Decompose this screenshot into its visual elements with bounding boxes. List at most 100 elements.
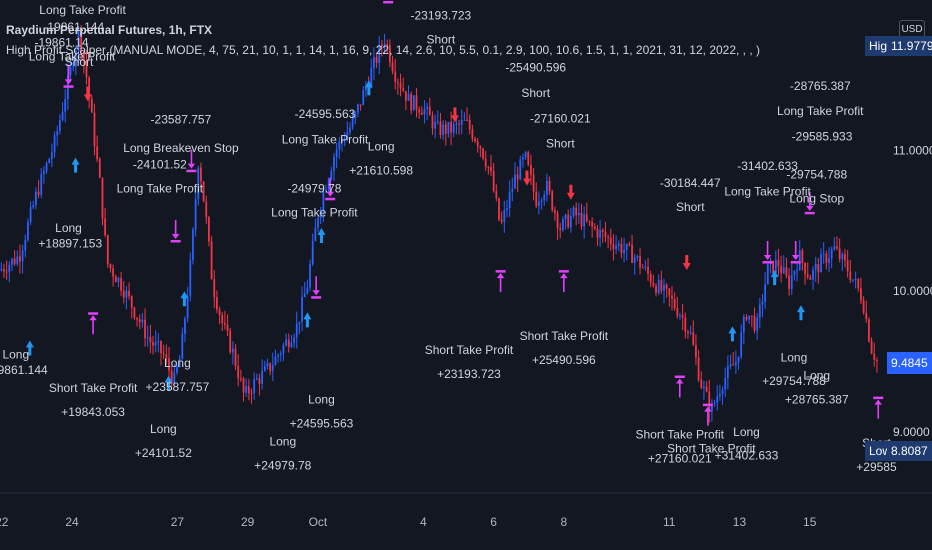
candle-body	[128, 290, 130, 297]
signal-annotation: Long Take Profit	[724, 184, 811, 198]
candle-body	[3, 269, 5, 272]
candle-body	[676, 307, 679, 316]
candle-body	[785, 267, 788, 276]
candle-body	[90, 98, 93, 113]
candle-body	[181, 333, 184, 360]
long-entry-arrow	[180, 291, 189, 307]
time-tick-label: 11	[663, 515, 676, 529]
signal-annotation: Long	[368, 139, 395, 153]
candle-body	[330, 170, 333, 180]
candle-body	[615, 245, 618, 250]
short-exit-marker	[874, 399, 883, 419]
candle-body	[732, 364, 735, 366]
candle-body	[373, 57, 375, 69]
candle-body	[692, 332, 695, 345]
candle-body	[548, 180, 551, 192]
candle-body	[365, 86, 367, 91]
candle-body	[170, 370, 173, 385]
candle-body	[394, 71, 397, 82]
candle-body	[484, 158, 487, 167]
candle-body	[580, 212, 583, 227]
candle-body	[74, 50, 77, 67]
candle-body	[112, 268, 115, 277]
candle-body	[93, 112, 96, 147]
candle-body	[160, 341, 162, 354]
short-exit-marker	[704, 406, 712, 426]
candle-body	[106, 235, 109, 265]
candle-body	[471, 129, 474, 139]
signal-annotation: -25490.596	[505, 61, 566, 75]
candle-body	[101, 177, 104, 219]
candle-body	[535, 191, 538, 206]
candle-body	[0, 269, 3, 271]
time-tick-label: 8	[560, 515, 567, 529]
price-axis[interactable]: 11.0000 10.0000 9.0000	[893, 144, 932, 439]
candle-body	[263, 366, 266, 371]
candle-body	[194, 199, 197, 230]
long-exit-bar	[325, 197, 336, 201]
long-entry-arrow	[71, 157, 80, 173]
candle-body	[713, 402, 716, 404]
candle-body	[5, 271, 8, 273]
price-tick-label: 10.0000	[893, 284, 932, 298]
candle-body	[388, 45, 391, 63]
candle-body	[136, 317, 138, 320]
candle-body	[192, 229, 194, 261]
candle-body	[375, 57, 378, 63]
candle-body	[777, 260, 780, 267]
candle-body	[215, 297, 218, 310]
candle-body	[551, 191, 554, 210]
candle-body	[8, 264, 11, 273]
candle-body	[423, 109, 426, 115]
candle-body	[306, 287, 309, 294]
candle-body	[442, 124, 445, 135]
candle-body	[176, 367, 178, 373]
annotations-layer: Long Take Profit-19861.144-19861.14Long …	[0, 3, 897, 474]
candle-body	[189, 260, 192, 297]
signal-annotation: +23587.757	[146, 380, 210, 394]
candles-layer	[0, 25, 878, 423]
candle-body	[782, 267, 785, 274]
candle-body	[21, 250, 24, 262]
candle-body	[271, 365, 274, 371]
candle-body	[530, 164, 532, 175]
candle-body	[726, 366, 729, 378]
signal-annotation: Long	[150, 422, 177, 436]
candle-body	[788, 275, 790, 289]
candle-body	[436, 121, 439, 123]
candle-body	[370, 68, 373, 88]
signal-annotation: Long	[269, 435, 296, 449]
candle-body	[314, 227, 317, 242]
time-tick-label: 27	[171, 515, 185, 529]
short-entry-arrow	[83, 86, 92, 102]
long-exit-bar	[762, 261, 773, 264]
candle-body	[506, 207, 508, 210]
candle-body	[362, 90, 365, 105]
candle-body	[245, 386, 248, 393]
candle-body	[780, 266, 783, 274]
long-exit-marker	[763, 241, 772, 261]
signal-annotation: +24595.563	[290, 416, 354, 430]
candle-body	[543, 194, 546, 201]
candle-body	[857, 279, 860, 289]
candle-body	[647, 266, 649, 274]
long-exit-marker	[791, 241, 800, 261]
candle-body	[636, 256, 639, 258]
candle-body	[687, 331, 689, 333]
candle-body	[239, 378, 242, 380]
signal-annotation: +23193.723	[437, 367, 501, 381]
candle-body	[178, 359, 181, 368]
candle-body	[357, 104, 359, 113]
candle-body	[516, 174, 519, 180]
candle-body	[237, 365, 240, 379]
candle-body	[830, 249, 833, 259]
candle-body	[381, 44, 383, 47]
candle-body	[607, 236, 610, 238]
candle-body	[157, 341, 160, 343]
signal-annotation: +28765.387	[785, 392, 849, 406]
candle-body	[764, 284, 767, 302]
candle-body	[532, 174, 535, 192]
candle-body	[444, 124, 447, 134]
time-axis[interactable]: 22 24 27 29 Oct 4 6 8 11 13 15	[0, 515, 817, 529]
